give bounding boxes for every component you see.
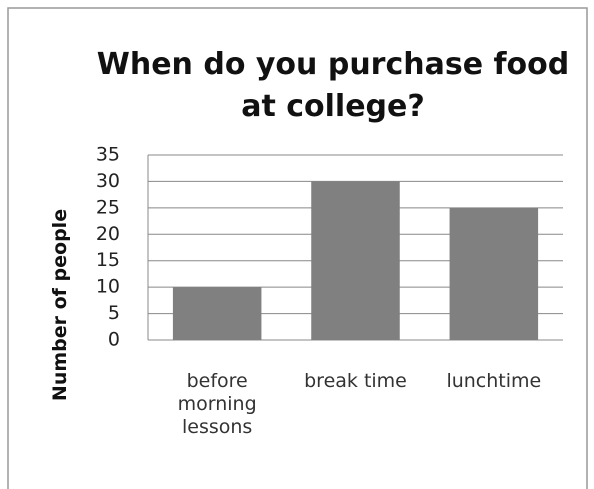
bar — [311, 181, 400, 340]
frame — [7, 7, 588, 489]
y-tick-label: 5 — [108, 302, 120, 324]
bar — [449, 207, 539, 340]
y-tick-label: 15 — [96, 249, 120, 271]
y-tick-label: 0 — [108, 329, 120, 351]
x-tick-label: break time — [304, 370, 407, 392]
y-tick-label: 35 — [96, 144, 120, 166]
x-tick-label: before morning lessons — [177, 370, 257, 438]
y-tick-label: 20 — [96, 223, 120, 245]
y-tick-label: 10 — [96, 276, 120, 298]
y-tick-label: 30 — [96, 170, 120, 192]
bar — [172, 287, 262, 340]
y-axis-label: Number of people — [49, 208, 71, 402]
chart-title: When do you purchase food at college? — [96, 47, 570, 124]
x-tick-label: lunchtime — [446, 370, 542, 392]
y-tick-label: 25 — [96, 196, 120, 218]
